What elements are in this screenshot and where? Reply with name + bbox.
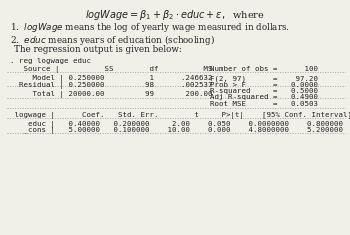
- Text: logwage |      Coef.   Std. Err.        t     P>|t|    [95% Conf. Interval]: logwage | Coef. Std. Err. t P>|t| [95% C…: [10, 112, 350, 119]
- Text: 1.  $\mathit{logWage}$ means the log of yearly wage measured in dollars.: 1. $\mathit{logWage}$ means the log of y…: [10, 21, 290, 34]
- Text: R-squared     =   0.5000: R-squared = 0.5000: [210, 88, 318, 94]
- Text: $\mathit{logWage} = \beta_1 + \beta_2 \cdot \mathit{educ} + \varepsilon,$  where: $\mathit{logWage} = \beta_1 + \beta_2 \c…: [85, 8, 265, 22]
- Text: Number of obs =      100: Number of obs = 100: [210, 66, 318, 72]
- Text: Prob > F      =   0.0000: Prob > F = 0.0000: [210, 82, 318, 88]
- Text: The regression output is given below:: The regression output is given below:: [14, 45, 182, 54]
- Text: Root MSE      =   0.0503: Root MSE = 0.0503: [210, 101, 318, 107]
- Text: Source |          SS        df          MS: Source | SS df MS: [10, 66, 213, 73]
- Text: _cons |   5.00000   0.100000    10.00    0.000    4.8000000    5.200000: _cons | 5.00000 0.100000 10.00 0.000 4.8…: [10, 127, 343, 134]
- Text: educ |   0.40000   0.200000     2.00    0.050    0.0000000    0.800000: educ | 0.40000 0.200000 2.00 0.050 0.000…: [10, 121, 343, 128]
- Text: Total | 20000.00         99       200.00: Total | 20000.00 99 200.00: [10, 91, 213, 98]
- Text: Adj R-squared =   0.4900: Adj R-squared = 0.4900: [210, 94, 318, 101]
- Text: Model | 0.250000          1      .246632: Model | 0.250000 1 .246632: [10, 75, 213, 82]
- Text: F(2, 97)      =    97.20: F(2, 97) = 97.20: [210, 75, 318, 82]
- Text: Residual | 0.250000         98      .002537: Residual | 0.250000 98 .002537: [10, 82, 213, 89]
- Text: 2.  $\mathit{educ}$ means years of education (schooling): 2. $\mathit{educ}$ means years of educat…: [10, 33, 215, 47]
- Text: . reg logwage educ: . reg logwage educ: [10, 58, 91, 64]
